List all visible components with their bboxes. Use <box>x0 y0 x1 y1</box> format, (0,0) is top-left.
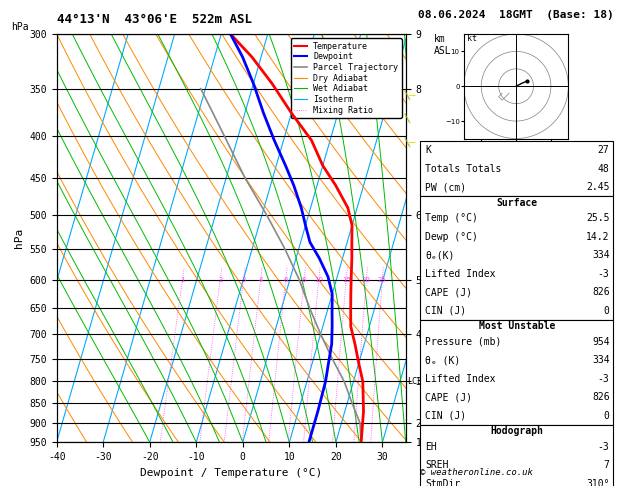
Text: –: – <box>409 90 415 100</box>
Text: -3: -3 <box>598 374 610 383</box>
X-axis label: Dewpoint / Temperature (°C): Dewpoint / Temperature (°C) <box>140 468 322 478</box>
Text: Temp (°C): Temp (°C) <box>425 213 478 223</box>
Text: 7: 7 <box>604 460 610 470</box>
Text: 0: 0 <box>604 306 610 315</box>
Text: 2: 2 <box>218 277 223 282</box>
Text: 0: 0 <box>604 411 610 420</box>
Text: 14.2: 14.2 <box>586 232 610 242</box>
Legend: Temperature, Dewpoint, Parcel Trajectory, Dry Adiabat, Wet Adiabat, Isotherm, Mi: Temperature, Dewpoint, Parcel Trajectory… <box>291 38 401 118</box>
Text: Dewp (°C): Dewp (°C) <box>425 232 478 242</box>
Text: 334: 334 <box>592 355 610 365</box>
Text: θₑ (K): θₑ (K) <box>425 355 460 365</box>
Text: CIN (J): CIN (J) <box>425 306 466 315</box>
Text: CAPE (J): CAPE (J) <box>425 287 472 297</box>
Text: 8: 8 <box>302 277 306 282</box>
Text: Most Unstable: Most Unstable <box>479 321 555 331</box>
Text: -3: -3 <box>598 442 610 451</box>
Text: /: / <box>401 136 414 148</box>
Text: 08.06.2024  18GMT  (Base: 18): 08.06.2024 18GMT (Base: 18) <box>418 11 614 20</box>
Y-axis label: hPa: hPa <box>14 228 24 248</box>
Text: 10: 10 <box>314 277 323 282</box>
Text: 2.45: 2.45 <box>586 182 610 192</box>
Text: Totals Totals: Totals Totals <box>425 164 501 174</box>
Text: © weatheronline.co.uk: © weatheronline.co.uk <box>420 469 533 477</box>
Text: 826: 826 <box>592 287 610 297</box>
Text: -3: -3 <box>598 269 610 278</box>
Text: 25: 25 <box>378 277 387 282</box>
Text: 44°13'N  43°06'E  522m ASL: 44°13'N 43°06'E 522m ASL <box>57 13 252 26</box>
Text: Surface: Surface <box>496 198 537 208</box>
Text: PW (cm): PW (cm) <box>425 182 466 192</box>
Text: 6: 6 <box>284 277 288 282</box>
Text: StmDir: StmDir <box>425 479 460 486</box>
Text: –: – <box>409 137 415 147</box>
Text: 48: 48 <box>598 164 610 174</box>
Text: 4: 4 <box>259 277 263 282</box>
Text: 826: 826 <box>592 392 610 402</box>
Text: LCL: LCL <box>407 377 422 386</box>
Y-axis label: Mixing Ratio (g/kg): Mixing Ratio (g/kg) <box>428 182 438 294</box>
Text: 310°: 310° <box>586 479 610 486</box>
Text: Lifted Index: Lifted Index <box>425 269 496 278</box>
Text: 27: 27 <box>598 145 610 155</box>
Text: /: / <box>401 89 414 101</box>
Text: kt: kt <box>467 34 477 43</box>
Text: 3: 3 <box>242 277 246 282</box>
Text: /: / <box>401 112 414 124</box>
Text: 15: 15 <box>342 277 351 282</box>
Text: 20: 20 <box>362 277 371 282</box>
Text: EH: EH <box>425 442 437 451</box>
Text: K: K <box>425 145 431 155</box>
Text: Lifted Index: Lifted Index <box>425 374 496 383</box>
Text: km
ASL: km ASL <box>433 34 451 55</box>
Text: CAPE (J): CAPE (J) <box>425 392 472 402</box>
Text: θₑ(K): θₑ(K) <box>425 250 455 260</box>
Text: 334: 334 <box>592 250 610 260</box>
Text: 1: 1 <box>181 277 185 282</box>
Text: CIN (J): CIN (J) <box>425 411 466 420</box>
Text: Pressure (mb): Pressure (mb) <box>425 337 501 347</box>
Text: Hodograph: Hodograph <box>490 426 543 436</box>
Text: hPa: hPa <box>11 22 29 32</box>
Text: SREH: SREH <box>425 460 448 470</box>
Text: 954: 954 <box>592 337 610 347</box>
Text: 25.5: 25.5 <box>586 213 610 223</box>
